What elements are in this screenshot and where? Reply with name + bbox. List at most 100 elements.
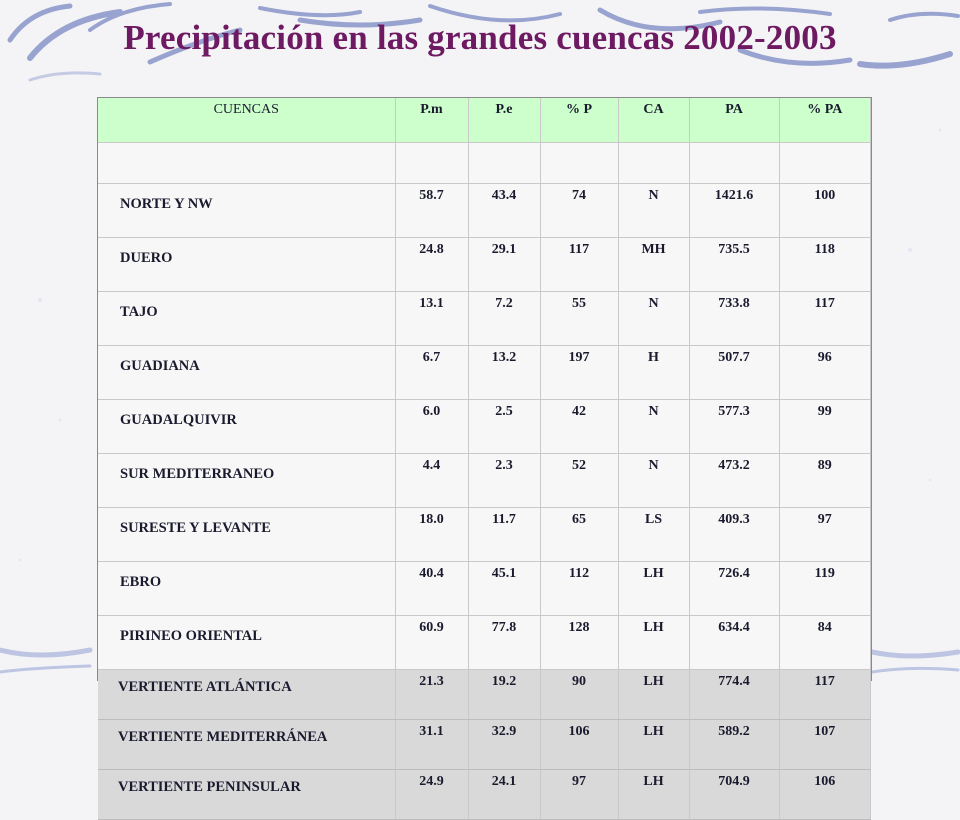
table-row: SUR MEDITERRANEO 4.4 2.3 52 N 473.2 89 xyxy=(98,453,871,508)
cell-ca: MH xyxy=(618,237,690,292)
cell-pct-pa: 106 xyxy=(779,769,871,820)
empty-cell xyxy=(779,142,871,184)
cell-pa: 774.4 xyxy=(689,669,780,720)
cell-pct-pa: 107 xyxy=(779,719,871,770)
cell-ca: N xyxy=(618,453,690,508)
header-pct-pa: % PA xyxy=(779,98,871,143)
cell-pe: 13.2 xyxy=(468,345,541,400)
cell-pe: 19.2 xyxy=(468,669,541,720)
cell-pe: 24.1 xyxy=(468,769,541,820)
cell-pct-p: 65 xyxy=(540,507,619,562)
empty-cell xyxy=(689,142,780,184)
cell-pct-pa: 117 xyxy=(779,669,871,720)
cell-pe: 2.5 xyxy=(468,399,541,454)
basin-name: GUADALQUIVIR xyxy=(98,399,396,454)
header-pct-p: % P xyxy=(540,98,619,143)
cell-pct-pa: 97 xyxy=(779,507,871,562)
vertiente-name-cell: VERTIENTE MEDITERRÁNEA xyxy=(98,719,396,770)
cell-pe: 2.3 xyxy=(468,453,541,508)
precipitation-table: CUENCAS P.m P.e % P CA PA % PA NORTE Y N… xyxy=(98,98,871,820)
cell-pa: 726.4 xyxy=(689,561,780,616)
cell-pe: 11.7 xyxy=(468,507,541,562)
vertiente-name: VERTIENTE ATLÁNTICA xyxy=(98,669,396,720)
cell-ca: LH xyxy=(618,769,690,820)
cell-pct-pa: 117 xyxy=(779,291,871,346)
vertiente-row: VERTIENTE ATLÁNTICA 21.3 19.2 90 LH 774.… xyxy=(98,669,871,720)
basin-name: SURESTE Y LEVANTE xyxy=(98,507,396,562)
table-row: PIRINEO ORIENTAL 60.9 77.8 128 LH 634.4 … xyxy=(98,615,871,670)
cell-pe: 45.1 xyxy=(468,561,541,616)
table-row: SURESTE Y LEVANTE 18.0 11.7 65 LS 409.3 … xyxy=(98,507,871,562)
empty-cell xyxy=(540,142,619,184)
cell-pct-pa: 118 xyxy=(779,237,871,292)
header-pm: P.m xyxy=(395,98,469,143)
cell-pm: 40.4 xyxy=(395,561,469,616)
cell-pe: 29.1 xyxy=(468,237,541,292)
empty-cell xyxy=(98,142,396,184)
cell-ca: LH xyxy=(618,669,690,720)
cell-pm: 60.9 xyxy=(395,615,469,670)
cell-ca: LH xyxy=(618,615,690,670)
basin-name: SUR MEDITERRANEO xyxy=(98,453,396,508)
cell-pm: 58.7 xyxy=(395,183,469,238)
cell-pct-p: 117 xyxy=(540,237,619,292)
table-row: GUADIANA 6.7 13.2 197 H 507.7 96 xyxy=(98,345,871,400)
cell-ca: H xyxy=(618,345,690,400)
table-header-row: CUENCAS P.m P.e % P CA PA % PA xyxy=(98,98,871,143)
cell-pm: 21.3 xyxy=(395,669,469,720)
vertiente-name: VERTIENTE PENINSULAR xyxy=(98,769,396,820)
basin-name: EBRO xyxy=(98,561,396,616)
basin-name: NORTE Y NW xyxy=(98,183,396,238)
cell-pa: 473.2 xyxy=(689,453,780,508)
cell-pm: 6.0 xyxy=(395,399,469,454)
cell-ca: LH xyxy=(618,561,690,616)
table-row: NORTE Y NW 58.7 43.4 74 N 1421.6 100 xyxy=(98,183,871,238)
empty-cell xyxy=(395,142,469,184)
header-pe: P.e xyxy=(468,98,541,143)
cell-pct-p: 112 xyxy=(540,561,619,616)
cell-pct-pa: 84 xyxy=(779,615,871,670)
cell-pm: 4.4 xyxy=(395,453,469,508)
cell-pct-p: 42 xyxy=(540,399,619,454)
cell-pm: 31.1 xyxy=(395,719,469,770)
header-cuencas: CUENCAS xyxy=(98,98,396,143)
cell-pa: 634.4 xyxy=(689,615,780,670)
cell-pct-p: 197 xyxy=(540,345,619,400)
cell-pe: 43.4 xyxy=(468,183,541,238)
cell-ca: N xyxy=(618,399,690,454)
vertiente-row: VERTIENTE MEDITERRÁNEA 31.1 32.9 106 LH … xyxy=(98,719,871,770)
cell-pct-pa: 119 xyxy=(779,561,871,616)
table-row: TAJO 13.1 7.2 55 N 733.8 117 xyxy=(98,291,871,346)
header-pa: PA xyxy=(689,98,780,143)
cell-pa: 1421.6 xyxy=(689,183,780,238)
cell-pa: 589.2 xyxy=(689,719,780,770)
cell-ca: LH xyxy=(618,719,690,770)
cell-ca: N xyxy=(618,291,690,346)
cell-pa: 704.9 xyxy=(689,769,780,820)
page-title: Precipitación en las grandes cuencas 200… xyxy=(123,18,837,57)
cell-pa: 733.8 xyxy=(689,291,780,346)
cell-pe: 7.2 xyxy=(468,291,541,346)
cell-pe: 77.8 xyxy=(468,615,541,670)
header-ca: CA xyxy=(618,98,690,143)
cell-pct-p: 52 xyxy=(540,453,619,508)
cell-pm: 24.9 xyxy=(395,769,469,820)
background-swoosh-decoration xyxy=(0,2,960,674)
table-row-empty xyxy=(98,142,871,184)
cell-pct-pa: 96 xyxy=(779,345,871,400)
cell-pa: 507.7 xyxy=(689,345,780,400)
cell-pm: 24.8 xyxy=(395,237,469,292)
cell-pct-p: 106 xyxy=(540,719,619,770)
cell-ca: LS xyxy=(618,507,690,562)
basin-name: PIRINEO ORIENTAL xyxy=(98,615,396,670)
table-row: DUERO 24.8 29.1 117 MH 735.5 118 xyxy=(98,237,871,292)
basin-name: TAJO xyxy=(98,291,396,346)
table-row: GUADALQUIVIR 6.0 2.5 42 N 577.3 99 xyxy=(98,399,871,454)
precipitation-table-container: CUENCAS P.m P.e % P CA PA % PA NORTE Y N… xyxy=(97,97,872,820)
cell-pe: 32.9 xyxy=(468,719,541,770)
cell-pct-p: 55 xyxy=(540,291,619,346)
basin-name: DUERO xyxy=(98,237,396,292)
cell-pct-p: 74 xyxy=(540,183,619,238)
cell-pm: 6.7 xyxy=(395,345,469,400)
vertiente-row: VERTIENTE PENINSULAR 24.9 24.1 97 LH 704… xyxy=(98,769,871,820)
